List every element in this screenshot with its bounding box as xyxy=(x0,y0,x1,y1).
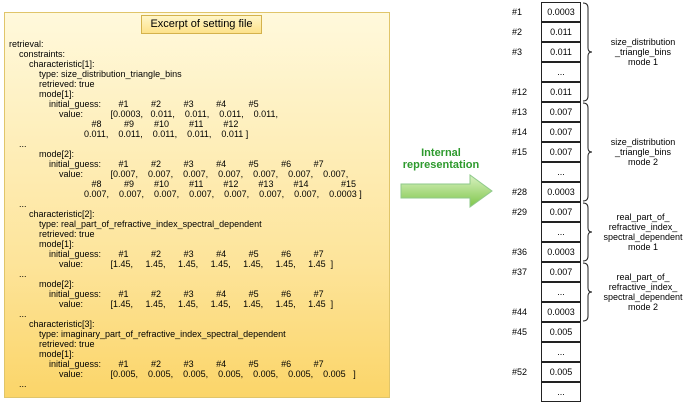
group-brace xyxy=(582,2,593,102)
config-line: characteristic[3]: xyxy=(29,319,95,329)
array-cell: ... xyxy=(541,162,581,182)
array-index-label: #29 xyxy=(512,207,528,217)
group-label-line: _triangle_bins xyxy=(614,147,672,157)
group-label-line: spectral_dependent xyxy=(603,292,683,302)
config-line: #8 #9 #10 #11 #12 xyxy=(59,119,239,129)
group-label: real_part_of_ refractive_index_ spectral_d… xyxy=(596,272,690,312)
config-line: ... xyxy=(19,269,27,279)
right-arrow-icon xyxy=(400,174,493,208)
array-index-label: #15 xyxy=(512,147,528,157)
config-line: characteristic[2]: xyxy=(29,209,95,219)
group-label: size_distribution _triangle_bins mode 2 xyxy=(596,137,690,167)
config-line: mode[2]: xyxy=(39,279,75,289)
group-label-line: mode 1 xyxy=(627,242,659,252)
config-line: retrieved: true xyxy=(39,79,95,89)
array-index-label: #45 xyxy=(512,327,528,337)
config-line: mode[1]: xyxy=(39,349,75,359)
panel-title: Excerpt of setting file xyxy=(141,15,262,34)
array-index-label: #12 xyxy=(512,87,528,97)
config-line: initial_guess: #1 #2 #3 #4 #5 #6 #7 xyxy=(49,289,324,299)
group-label: real_part_of_ refractive_index_ spectral_d… xyxy=(596,212,690,252)
array-cell: 0.007 xyxy=(541,202,581,222)
config-line: initial_guess: #1 #2 #3 #4 #5 #6 #7 xyxy=(49,159,324,169)
config-line: initial_guess: #1 #2 #3 #4 #5 #6 #7 xyxy=(49,249,324,259)
group-brace xyxy=(582,102,593,202)
array-cell: 0.0003 xyxy=(541,182,581,202)
array-cell: 0.0003 xyxy=(541,242,581,262)
config-line: value: [0.0003, 0.011, 0.011, 0.011, 0.0… xyxy=(59,109,278,119)
group-label-line: refractive_index_ xyxy=(608,222,678,232)
config-line: ... xyxy=(19,199,27,209)
group-label-line: mode 2 xyxy=(627,157,659,167)
array-cell: 0.007 xyxy=(541,102,581,122)
array-index-label: #3 xyxy=(512,47,523,57)
array-cell: ... xyxy=(541,382,581,402)
arrow-label: Internal representation xyxy=(398,147,484,171)
group-brace xyxy=(582,202,593,262)
config-line: mode[1]: xyxy=(39,239,75,249)
arrow-label-line-2: representation xyxy=(402,159,480,171)
array-cell: 0.005 xyxy=(541,322,581,342)
array-cell: 0.007 xyxy=(541,262,581,282)
arrow-label-line-1: Internal xyxy=(421,147,461,159)
array-index-label: #44 xyxy=(512,307,528,317)
array-index-label: #52 xyxy=(512,367,528,377)
config-line: mode[1]: xyxy=(39,89,75,99)
config-line: 0.011, 0.011, 0.011, 0.011, 0.011 ] xyxy=(59,129,249,139)
array-cell: ... xyxy=(541,62,581,82)
config-line: initial_guess: #1 #2 #3 #4 #5 #6 #7 xyxy=(49,359,324,369)
group-label-line: spectral_dependent xyxy=(603,232,683,242)
config-line: characteristic[1]: xyxy=(29,59,95,69)
array-index-label: #14 xyxy=(512,127,528,137)
array-cell: 0.0003 xyxy=(541,2,581,22)
config-line: type: size_distribution_triangle_bins xyxy=(39,69,182,79)
array-cell: 0.007 xyxy=(541,122,581,142)
array-index-label: #13 xyxy=(512,107,528,117)
config-line: initial_guess: #1 #2 #3 #4 #5 xyxy=(49,99,259,109)
array-cell: 0.007 xyxy=(541,142,581,162)
group-label-line: _triangle_bins xyxy=(614,47,672,57)
config-line: value: [1.45, 1.45, 1.45, 1.45, 1.45, 1.… xyxy=(59,259,334,269)
group-label-line: mode 2 xyxy=(627,302,659,312)
array-index-label: #1 xyxy=(512,7,523,17)
config-line: ... xyxy=(19,139,27,149)
config-line: mode[2]: xyxy=(39,149,75,159)
settings-file-panel: Excerpt of setting file retrieval: constr… xyxy=(4,12,390,398)
config-line: ... xyxy=(19,379,27,389)
group-label-line: size_distribution xyxy=(610,37,676,47)
config-line: retrieved: true xyxy=(39,339,95,349)
group-label: size_distribution _triangle_bins mode 1 xyxy=(596,37,690,67)
group-label-line: real_part_of_ xyxy=(616,272,670,282)
config-line: retrieval: xyxy=(9,39,44,49)
array-cell: 0.011 xyxy=(541,22,581,42)
config-line: value: [1.45, 1.45, 1.45, 1.45, 1.45, 1.… xyxy=(59,299,334,309)
array-index-label: #28 xyxy=(512,187,528,197)
array-cell: ... xyxy=(541,282,581,302)
config-line: type: imaginary_part_of_refractive_index… xyxy=(39,329,286,339)
array-index-label: #37 xyxy=(512,267,528,277)
config-line: #8 #9 #10 #11 #12 #13 #14 #15 xyxy=(59,179,357,189)
group-brace xyxy=(582,262,593,322)
config-line: value: [0.007, 0.007, 0.007, 0.007, 0.00… xyxy=(59,169,349,179)
array-cell: 0.005 xyxy=(541,362,581,382)
array-index-label: #2 xyxy=(512,27,523,37)
config-line: constraints: xyxy=(19,49,66,59)
array-cell: 0.011 xyxy=(541,82,581,102)
group-label-line: mode 1 xyxy=(627,57,659,67)
config-line: 0.007, 0.007, 0.007, 0.007, 0.007, 0.007… xyxy=(59,189,362,199)
array-cell: ... xyxy=(541,342,581,362)
group-label-line: refractive_index_ xyxy=(608,282,678,292)
array-cell: 0.0003 xyxy=(541,302,581,322)
config-line: type: real_part_of_refractive_index_spec… xyxy=(39,219,262,229)
group-label-line: size_distribution xyxy=(610,137,676,147)
array-cell: 0.011 xyxy=(541,42,581,62)
array-index-label: #36 xyxy=(512,247,528,257)
config-line: ... xyxy=(19,309,27,319)
group-label-line: real_part_of_ xyxy=(616,212,670,222)
config-line: retrieved: true xyxy=(39,229,95,239)
array-cell: ... xyxy=(541,222,581,242)
config-line: value: [0.005, 0.005, 0.005, 0.005, 0.00… xyxy=(59,369,356,379)
